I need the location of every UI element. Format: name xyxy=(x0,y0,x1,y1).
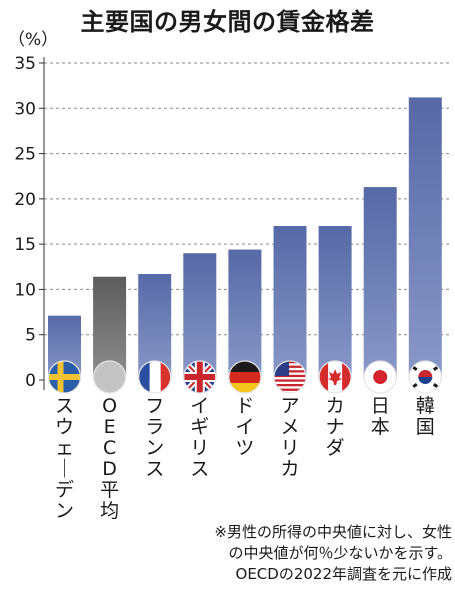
footnote-line: の中央値が何％少ないかを示す。 xyxy=(228,544,452,562)
chart-title: 主要国の男女間の賃金格差 xyxy=(80,8,375,36)
bar xyxy=(318,226,352,380)
y-tick-label: 15 xyxy=(14,235,36,255)
y-axis-unit: （%） xyxy=(8,30,58,50)
bar xyxy=(408,97,442,380)
y-tick-label: 30 xyxy=(14,99,36,119)
y-tick-label: 25 xyxy=(14,145,36,165)
category-label: イギリス xyxy=(190,395,209,480)
category-label: ドイツ xyxy=(235,395,254,459)
flag-korea-icon xyxy=(408,360,442,394)
flag-france-icon xyxy=(138,360,172,394)
y-tick-label: 0 xyxy=(25,371,36,391)
flag-sweden-icon xyxy=(47,360,82,394)
y-tick-label: 5 xyxy=(25,326,36,346)
y-tick-label: 35 xyxy=(14,54,36,74)
category-label: 韓国 xyxy=(416,395,435,438)
category-label: O E C D 平均 xyxy=(100,395,119,522)
flag-canada-icon xyxy=(318,360,352,394)
bar xyxy=(273,226,307,380)
category-label: アメリカ xyxy=(280,395,299,480)
flag-germany-icon xyxy=(228,360,262,394)
bar xyxy=(363,187,397,380)
bar xyxy=(228,249,262,380)
category-label: カナダ xyxy=(326,395,345,459)
flag-usa-icon xyxy=(273,360,307,394)
y-tick-label: 20 xyxy=(14,190,36,210)
footnote-line: OECDの2022年調査を元に作成 xyxy=(235,565,452,583)
category-label: 日本 xyxy=(371,395,390,438)
footnote-line: ※男性の所得の中央値に対し、女性 xyxy=(214,523,452,541)
bar xyxy=(183,253,217,380)
category-label: スウェ｜デン xyxy=(55,395,74,522)
category-label: フランス xyxy=(145,395,164,480)
footnote: ※男性の所得の中央値に対し、女性 の中央値が何％少ないかを示す。 OECDの20… xyxy=(140,522,452,585)
flag-japan-icon xyxy=(363,360,397,394)
flag-uk-icon xyxy=(183,360,217,394)
y-tick-label: 10 xyxy=(14,280,36,300)
oecd-circle-icon xyxy=(92,360,127,394)
